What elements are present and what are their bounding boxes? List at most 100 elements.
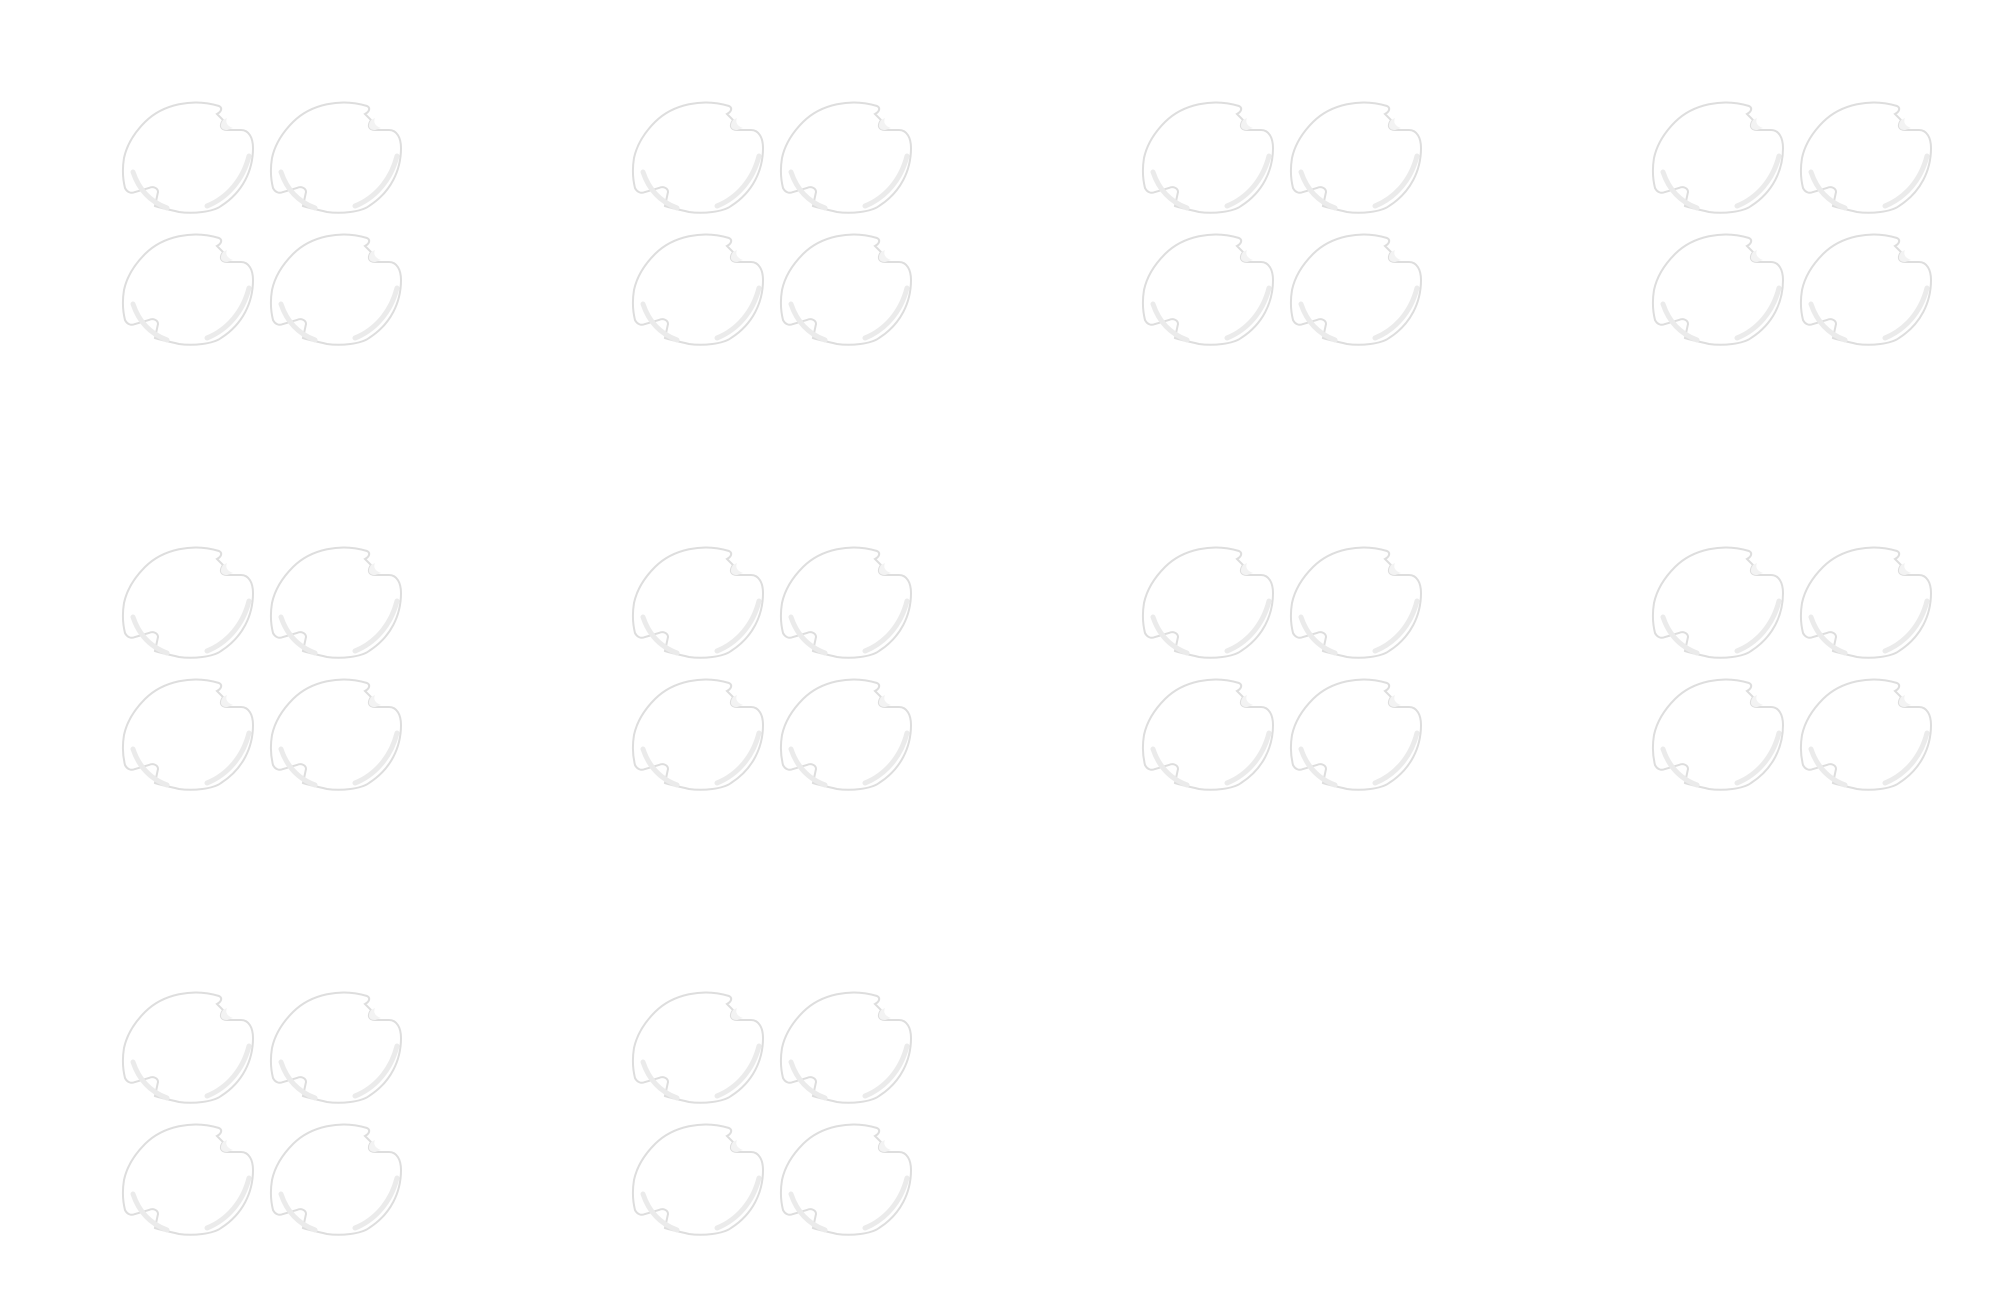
cover-edge-shading [130, 285, 252, 343]
cover-notch [1388, 563, 1401, 575]
cover-body [631, 233, 765, 346]
socket-cover-4 [779, 1123, 913, 1236]
cover-notch [730, 250, 743, 262]
cover-edge-shading [1660, 285, 1782, 343]
cover-notch [368, 118, 381, 130]
socket-cover-4 [1289, 678, 1423, 791]
cover-edge-shading [278, 730, 400, 788]
cover-edge-shading [1808, 730, 1930, 788]
cover-edge-shading [788, 730, 910, 788]
cover-notch [1240, 563, 1253, 575]
cover-pack-r1-c2 [625, 92, 915, 346]
cover-edge-shading [788, 285, 910, 343]
cover-edge-shading [1150, 153, 1272, 211]
socket-cover-1 [121, 101, 255, 214]
cover-body [631, 991, 765, 1104]
cover-notch [220, 563, 233, 575]
cover-notch [878, 1008, 891, 1020]
cover-edge-shading [1298, 730, 1420, 788]
cover-body [779, 1123, 913, 1236]
cover-notch [1750, 250, 1763, 262]
cover-edge-shading [278, 1043, 400, 1101]
cover-notch [1240, 695, 1253, 707]
cover-edge-shading [788, 1043, 910, 1101]
cover-body [1289, 546, 1423, 659]
socket-cover-2 [779, 991, 913, 1104]
cover-notch [878, 1140, 891, 1152]
cover-edge-shading [640, 153, 762, 211]
cover-pack-r3-c1 [115, 982, 405, 1236]
cover-body [1289, 233, 1423, 346]
cover-body [1799, 546, 1933, 659]
cover-body [1141, 101, 1275, 214]
socket-cover-2 [269, 991, 403, 1104]
cover-body [269, 101, 403, 214]
cover-body [121, 546, 255, 659]
socket-cover-3 [1651, 233, 1785, 346]
cover-edge-shading [278, 1175, 400, 1233]
cover-pack-r1-c3 [1135, 92, 1425, 346]
cover-pack-r1-c4 [1645, 92, 1935, 346]
socket-cover-4 [1799, 233, 1933, 346]
cover-body [1651, 546, 1785, 659]
cover-body [631, 678, 765, 791]
cover-notch [878, 118, 891, 130]
cover-body [121, 678, 255, 791]
cover-body [269, 678, 403, 791]
cover-body [1651, 233, 1785, 346]
socket-cover-set-image [631, 991, 913, 1236]
socket-cover-3 [631, 678, 765, 791]
socket-cover-1 [121, 991, 255, 1104]
socket-cover-4 [269, 1123, 403, 1236]
cover-pack-r1-c1 [115, 92, 405, 346]
cover-body [1799, 678, 1933, 791]
cover-notch [220, 118, 233, 130]
socket-cover-1 [1651, 101, 1785, 214]
socket-cover-set-image [121, 991, 403, 1236]
cover-body [631, 101, 765, 214]
cover-notch [730, 1140, 743, 1152]
cover-edge-shading [1150, 730, 1272, 788]
cover-pack-r3-c2 [625, 982, 915, 1236]
cover-edge-shading [1298, 598, 1420, 656]
socket-cover-1 [631, 546, 765, 659]
cover-notch [730, 563, 743, 575]
cover-notch [878, 250, 891, 262]
cover-body [121, 233, 255, 346]
cover-body [269, 546, 403, 659]
cover-notch [1388, 695, 1401, 707]
cover-edge-shading [788, 153, 910, 211]
cover-notch [368, 1140, 381, 1152]
cover-notch [220, 1008, 233, 1020]
cover-body [779, 101, 913, 214]
cover-edge-shading [1660, 730, 1782, 788]
cover-body [1141, 678, 1275, 791]
socket-cover-set-image [1141, 101, 1423, 346]
cover-edge-shading [1298, 153, 1420, 211]
cover-notch [1898, 695, 1911, 707]
cover-edge-shading [1298, 285, 1420, 343]
cover-edge-shading [1150, 598, 1272, 656]
cover-notch [1750, 118, 1763, 130]
cover-body [269, 1123, 403, 1236]
socket-cover-1 [121, 546, 255, 659]
cover-notch [1750, 563, 1763, 575]
cover-body [1141, 233, 1275, 346]
socket-cover-3 [121, 678, 255, 791]
socket-cover-set-image [1141, 546, 1423, 791]
cover-notch [1388, 118, 1401, 130]
cover-body [1289, 101, 1423, 214]
cover-body [631, 1123, 765, 1236]
cover-edge-shading [640, 598, 762, 656]
cover-edge-shading [130, 1175, 252, 1233]
cover-edge-shading [640, 730, 762, 788]
socket-cover-1 [1651, 546, 1785, 659]
socket-cover-set-image [121, 546, 403, 791]
socket-cover-set-image [1651, 101, 1933, 346]
cover-edge-shading [1150, 285, 1272, 343]
cover-body [269, 991, 403, 1104]
socket-cover-2 [269, 546, 403, 659]
cover-notch [220, 695, 233, 707]
cover-body [121, 101, 255, 214]
